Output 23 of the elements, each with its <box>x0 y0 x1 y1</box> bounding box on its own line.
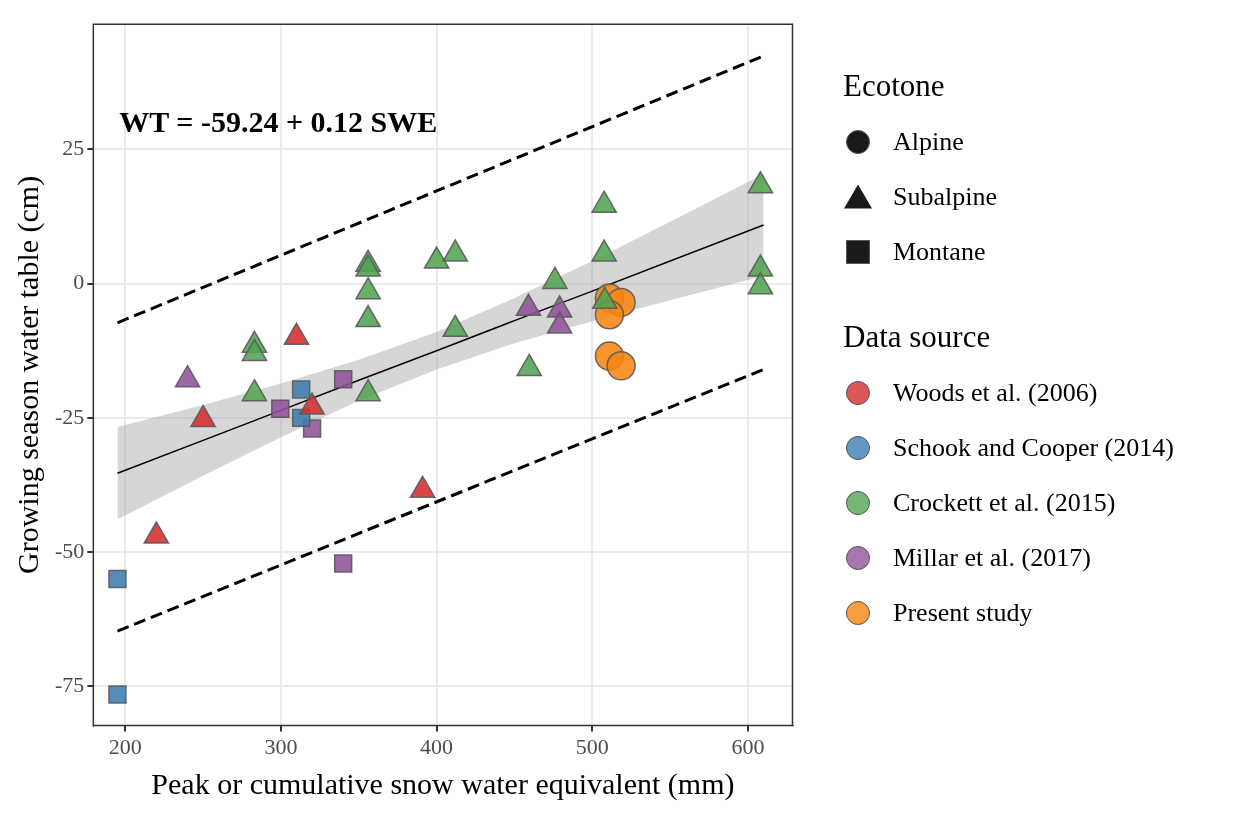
y-axis-title: Growing season water table (cm) <box>10 175 45 574</box>
legend-label: Montane <box>893 236 986 267</box>
y-tick-label: 0 <box>73 269 85 295</box>
y-tick-label: -75 <box>55 672 85 698</box>
legend-label: Crockett et al. (2015) <box>893 487 1116 518</box>
legend-label: Subalpine <box>893 181 997 212</box>
legend-label: Alpine <box>893 126 964 157</box>
annotation: WT = -59.24 + 0.12 SWE <box>119 104 438 138</box>
legend-label: Schook and Cooper (2014) <box>893 432 1174 463</box>
text: Ecotone <box>843 68 946 104</box>
legend-label: Millar et al. (2017) <box>893 542 1091 573</box>
x-tick-label: 500 <box>575 733 609 759</box>
y-tick-label: -50 <box>55 537 85 563</box>
y-tick-label: -25 <box>55 403 85 429</box>
legend-label: Present study <box>893 597 1033 628</box>
legend-label: Woods et al. (2006) <box>893 377 1098 408</box>
x-tick-label: 600 <box>731 733 765 759</box>
legend-title: Data source <box>843 319 992 355</box>
x-axis-title: Peak or cumulative snow water equivalent (mm) <box>151 766 735 801</box>
x-tick-label: 300 <box>264 733 298 759</box>
y-tick-label: 25 <box>62 135 85 161</box>
x-tick-label: 200 <box>108 733 142 759</box>
x-tick-label: 400 <box>420 733 454 759</box>
